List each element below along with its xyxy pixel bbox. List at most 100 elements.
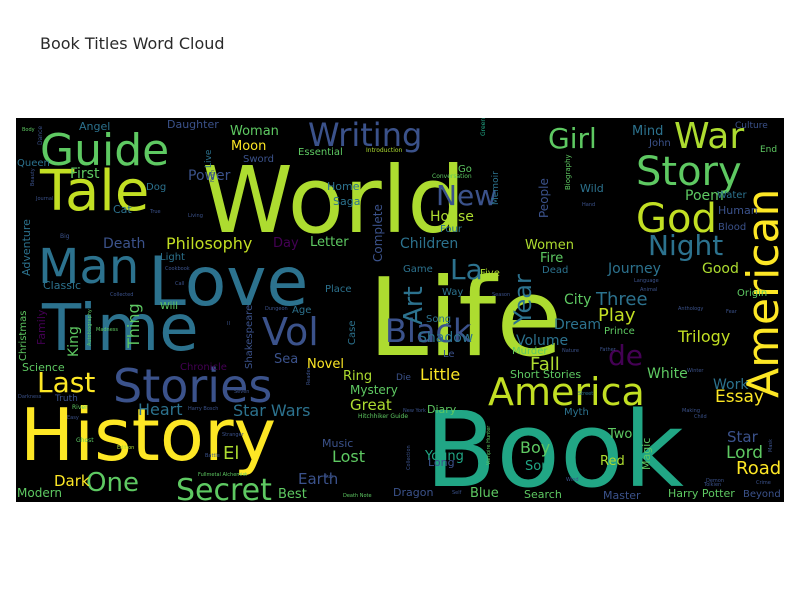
- word-mask: Mask: [768, 439, 774, 452]
- word-saga: Saga: [333, 195, 360, 208]
- word-conversation: Conversation: [432, 173, 472, 180]
- word-dance: Dance: [37, 126, 44, 145]
- word-demon: Demon: [706, 478, 724, 484]
- word-battle: Battle: [205, 453, 220, 459]
- word-beauty: Beauty: [30, 168, 36, 186]
- word-volume: Volume: [516, 333, 568, 349]
- word-writing: Writing: [308, 118, 422, 154]
- word-edition: Edition: [117, 445, 134, 451]
- word-girl: Girl: [548, 122, 597, 155]
- word-house: House: [430, 209, 474, 225]
- word-sun: Sun: [324, 474, 334, 480]
- word-go: Go: [458, 164, 472, 175]
- word-america: America: [488, 370, 645, 414]
- word-new: New: [436, 179, 497, 212]
- word-city: City: [564, 292, 591, 308]
- word-journal: Journal: [35, 196, 53, 202]
- word-art: Art: [399, 286, 429, 325]
- word-god: God: [636, 196, 717, 242]
- word-diary: Diary: [427, 403, 457, 416]
- word-road: Road: [736, 458, 781, 479]
- word-hitchhiker-guide: Hitchhiker Guide: [358, 413, 408, 420]
- word-time: Time: [41, 292, 199, 366]
- word-man: Man: [38, 239, 139, 295]
- word-magic: Magic: [640, 438, 653, 470]
- word-women: Women: [525, 238, 574, 253]
- word-modern: Modern: [17, 486, 62, 500]
- word-place: Place: [325, 284, 352, 295]
- word-shadow: Shadow: [418, 330, 473, 346]
- word-novel: Novel: [307, 357, 344, 372]
- word-vampire-hunter: Vampire Hunter: [486, 425, 492, 465]
- word-fear: Fear: [726, 309, 738, 315]
- word-first: First: [70, 166, 100, 182]
- word-living: Living: [188, 213, 203, 219]
- word-language: Language: [634, 278, 659, 284]
- word-child: Child: [694, 414, 707, 420]
- word-ring: Ring: [343, 369, 372, 384]
- word-collected: Collected: [110, 292, 133, 298]
- word-star: Star: [727, 428, 759, 446]
- word-home: Home: [327, 180, 360, 193]
- word-great: Great: [350, 396, 392, 414]
- word-adventure: Adventure: [20, 219, 33, 276]
- word-vol: Vol: [262, 310, 319, 354]
- word-water: Water: [717, 190, 747, 201]
- word-song: Song: [426, 314, 451, 325]
- word-dead: Dead: [542, 265, 568, 276]
- word-big: Big: [60, 233, 70, 240]
- word-complete: Complete: [371, 204, 385, 262]
- word-journey: Journey: [607, 261, 661, 277]
- word-little: Little: [420, 365, 460, 384]
- word-short-stories: Short Stories: [510, 368, 581, 381]
- word-three: Three: [595, 289, 648, 310]
- word-dog: Dog: [146, 182, 166, 193]
- word-die: Die: [396, 373, 411, 383]
- word-wind: Wind: [566, 477, 579, 483]
- word-tale: Tale: [39, 159, 149, 224]
- word-live: Live: [204, 149, 214, 168]
- word-call: Call: [175, 281, 184, 287]
- word-dream: Dream: [554, 317, 601, 333]
- word-shakespeare: Shakespeare: [244, 305, 255, 369]
- word-star-wars: Star Wars: [233, 401, 310, 420]
- word-making: Making: [682, 408, 700, 414]
- word-stories: Stories: [113, 359, 272, 413]
- word-sea: Sea: [274, 352, 298, 367]
- word-essential: Essential: [298, 147, 343, 158]
- word-death: Death: [103, 236, 145, 252]
- word-blue: Blue: [470, 486, 499, 501]
- word-father: Father: [600, 347, 617, 353]
- word-winter: Winter: [687, 368, 704, 374]
- word-madness: Madness: [96, 327, 118, 333]
- word-philosophy: Philosophy: [166, 234, 252, 253]
- word-cat: Cat: [113, 203, 132, 216]
- word-power: Power: [188, 168, 231, 184]
- word-story: Story: [636, 149, 742, 195]
- word-christmas: Christmas: [18, 311, 29, 361]
- word-day: Day: [273, 236, 299, 251]
- word-essay: Essay: [715, 387, 764, 407]
- word-prince: Prince: [604, 326, 635, 337]
- word-harry-bosch: Harry Bosch: [188, 406, 218, 412]
- word-john: John: [648, 138, 671, 149]
- word-memoir: Memoir: [491, 171, 501, 205]
- word-faith: Faith: [210, 170, 216, 182]
- word-dragon: Dragon: [393, 486, 433, 499]
- word-hand: Hand: [582, 202, 595, 208]
- word-trilogy: Trilogy: [677, 327, 730, 346]
- word-sword: Sword: [243, 154, 274, 165]
- word-season: Season: [492, 292, 510, 298]
- word-true: True: [149, 209, 161, 215]
- word-light: Light: [160, 252, 185, 263]
- word-beyond: Beyond: [743, 489, 781, 500]
- word-ii: II: [227, 321, 230, 327]
- word-reader: Reader: [306, 366, 312, 385]
- word-life: Life: [368, 256, 563, 381]
- word-river: River: [72, 404, 88, 411]
- word-fire: Fire: [540, 251, 563, 266]
- word-end: End: [760, 145, 777, 155]
- word-chronicle: Chronicle: [180, 362, 227, 373]
- word-anthology: Anthology: [678, 306, 703, 312]
